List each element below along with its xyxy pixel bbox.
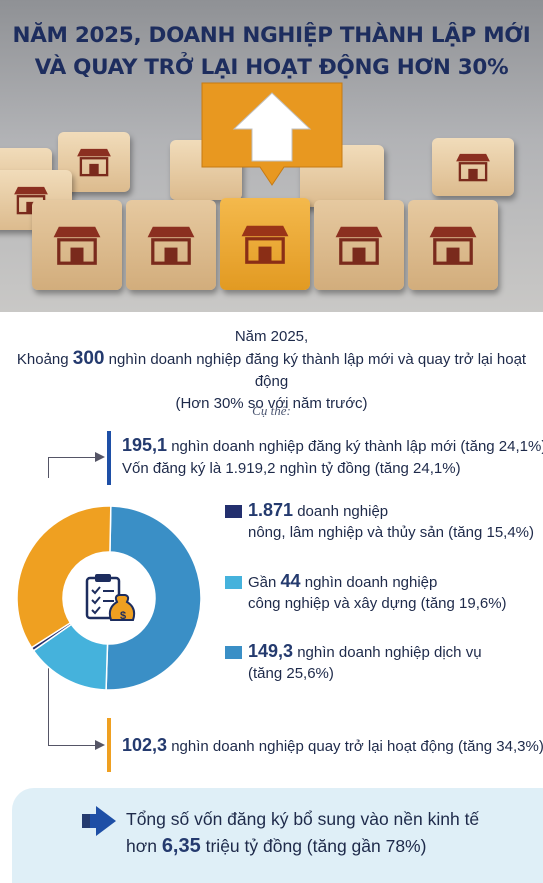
detail-label: Cụ thể:: [252, 403, 291, 418]
legend-agriculture-line1: 1.871 doanh nghiệp: [248, 499, 388, 523]
wooden-block: [432, 138, 514, 196]
intro-prefix: Khoảng: [16, 351, 73, 368]
title-line-1: NĂM 2025, DOANH NGHIỆP THÀNH LẬP MỚI: [12, 23, 531, 48]
new-enterprises-number: 195,1: [122, 435, 168, 455]
legend-services-line2: (tăng 25,6%): [248, 665, 334, 682]
legend-industry-line1: Gần 44 nghìn doanh nghiệp: [248, 570, 437, 594]
new-enterprises-bar: [107, 431, 111, 485]
footer-panel: [12, 788, 543, 883]
industry-number: 44: [280, 571, 301, 591]
connector-line: [48, 640, 101, 746]
returning-number: 102,3: [122, 735, 168, 755]
chevron-right-arrow-icon: [82, 806, 116, 836]
shop-icon: [147, 226, 195, 265]
connector-arrow: [95, 452, 105, 462]
shop-icon: [335, 226, 383, 265]
connector-arrow: [95, 740, 105, 750]
wooden-block: [32, 200, 122, 290]
agriculture-text: doanh nghiệp: [293, 503, 389, 520]
footer-line1: Tổng số vốn đăng ký bổ sung vào nền kinh…: [126, 809, 480, 829]
services-text: nghìn doanh nghiệp dịch vụ: [293, 644, 482, 661]
intro-text: Năm 2025, Khoảng 300 nghìn doanh nghiệp …: [0, 326, 543, 415]
connector-line: [48, 457, 101, 478]
legend-swatch-industry: [225, 576, 242, 589]
shop-icon: [456, 153, 490, 182]
legend-swatch-agriculture: [225, 505, 242, 518]
footer-line2: hơn 6,35 triệu tỷ đồng (tăng gần 78%): [126, 833, 479, 860]
legend-services-line1: 149,3 nghìn doanh nghiệp dịch vụ: [248, 640, 482, 664]
new-enterprises-line: 195,1 nghìn doanh nghiệp đăng ký thành l…: [122, 434, 543, 458]
legend-swatch-services: [225, 646, 242, 659]
house-up-arrow-icon: [196, 75, 348, 200]
legend-agriculture-line2: nông, lâm nghiệp và thủy sản (tăng 15,4%…: [248, 524, 535, 541]
clipboard-money-bag-icon: $: [85, 574, 136, 622]
shop-icon: [77, 148, 111, 177]
intro-year: Năm 2025,: [234, 328, 309, 345]
footer-number: 6,35: [161, 835, 201, 857]
new-enterprises-capital: Vốn đăng ký là 1.919,2 nghìn tỷ đồng (tă…: [122, 460, 461, 477]
services-number: 149,3: [248, 641, 294, 661]
new-enterprises-text: nghìn doanh nghiệp đăng ký thành lập mới…: [167, 438, 543, 455]
legend-industry-line2: công nghiệp và xây dựng (tăng 19,6%): [248, 595, 507, 612]
highlight-wooden-block: [220, 198, 310, 290]
shop-icon: [241, 225, 289, 264]
intro-suffix: nghìn doanh nghiệp đăng ký thành lập mới…: [104, 351, 527, 390]
wooden-block: [408, 200, 498, 290]
shop-icon: [429, 226, 477, 265]
agriculture-number: 1.871: [248, 500, 294, 520]
industry-text: nghìn doanh nghiệp: [300, 574, 438, 591]
wooden-block: [126, 200, 216, 290]
returning-line: 102,3 nghìn doanh nghiệp quay trở lại ho…: [122, 734, 543, 758]
returning-bar: [107, 718, 111, 772]
hero-image: NĂM 2025, DOANH NGHIỆP THÀNH LẬP MỚI VÀ …: [0, 0, 543, 312]
intro-total-number: 300: [72, 348, 105, 369]
wooden-block: [314, 200, 404, 290]
intro-growth: (Hơn 30% so với năm trước): [175, 395, 368, 412]
footer-text: Tổng số vốn đăng ký bổ sung vào nền kinh…: [126, 806, 479, 860]
footer-suffix: triệu tỷ đồng (tăng gần 78%): [200, 836, 427, 856]
intro-summary: Khoảng 300 nghìn doanh nghiệp đăng ký th…: [0, 348, 543, 393]
donut-chart: $: [16, 505, 202, 691]
industry-prefix: Gần: [248, 574, 281, 591]
footer-prefix: hơn: [126, 836, 162, 856]
page-title: NĂM 2025, DOANH NGHIỆP THÀNH LẬP MỚI VÀ …: [0, 20, 543, 84]
shop-icon: [53, 226, 101, 265]
svg-text:$: $: [120, 610, 126, 622]
title-line-2: VÀ QUAY TRỞ LẠI HOẠT ĐỘNG HƠN 30%: [34, 55, 509, 80]
returning-text: nghìn doanh nghiệp quay trở lại hoạt độn…: [167, 738, 543, 755]
